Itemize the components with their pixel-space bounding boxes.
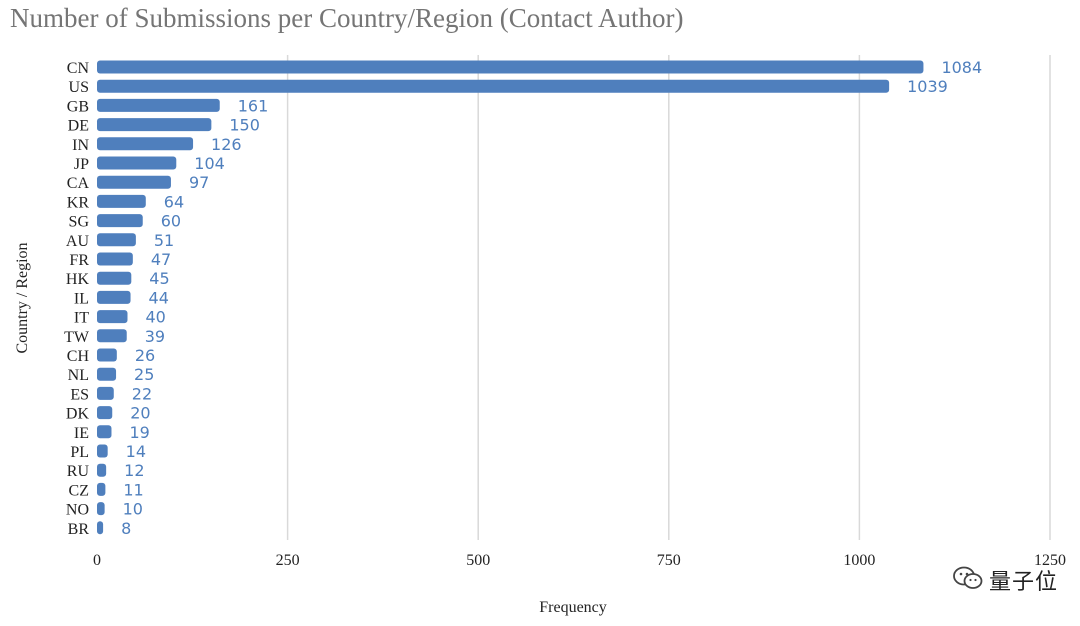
category-label-ch: CH xyxy=(67,348,90,365)
category-label-cz: CZ xyxy=(69,482,89,499)
data-label-gb: 161 xyxy=(238,96,269,115)
data-label-pl: 14 xyxy=(126,442,146,461)
x-axis-title: Frequency xyxy=(539,599,607,616)
bar-jp xyxy=(97,156,177,170)
category-label-hk: HK xyxy=(66,271,90,288)
bar-in xyxy=(97,137,194,151)
data-label-us: 1039 xyxy=(907,77,948,96)
bar-dk xyxy=(97,406,113,420)
chart-title: Number of Submissions per Country/Region… xyxy=(10,3,683,33)
data-label-il: 44 xyxy=(149,288,169,307)
gridlines xyxy=(286,55,1051,540)
data-label-de: 150 xyxy=(229,116,260,135)
x-tick-label: 0 xyxy=(93,552,101,569)
category-label-es: ES xyxy=(70,386,89,403)
y-axis-category-labels: CN US GB DE IN JP CA KR SG AU FR HK IL IT TW CH NL ES DK IE… xyxy=(64,60,90,538)
data-label-sg: 60 xyxy=(161,212,181,231)
category-label-kr: KR xyxy=(67,194,90,211)
bar-no xyxy=(97,502,105,516)
data-label-kr: 64 xyxy=(164,192,184,211)
bar-de xyxy=(97,118,212,132)
category-label-fr: FR xyxy=(69,252,89,269)
data-label-no: 10 xyxy=(123,500,143,519)
bar-sg xyxy=(97,214,143,228)
category-label-br: BR xyxy=(68,521,90,538)
bars xyxy=(97,60,924,535)
category-label-sg: SG xyxy=(69,214,90,231)
category-label-pl: PL xyxy=(70,444,89,461)
data-label-br: 8 xyxy=(121,519,131,538)
bar-tw xyxy=(97,329,127,343)
data-label-hk: 45 xyxy=(149,269,169,288)
category-label-dk: DK xyxy=(66,406,90,423)
data-label-ru: 12 xyxy=(124,461,144,480)
bar-pl xyxy=(97,444,108,458)
data-label-ch: 26 xyxy=(135,346,155,365)
x-tick-label: 1000 xyxy=(843,552,875,569)
category-label-il: IL xyxy=(74,290,89,307)
bar-cn xyxy=(97,60,924,74)
category-label-de: DE xyxy=(68,118,89,135)
wechat-icon xyxy=(953,565,983,596)
x-tick-label: 1250 xyxy=(1034,552,1066,569)
data-label-in: 126 xyxy=(211,135,242,154)
category-label-ca: CA xyxy=(67,175,90,192)
category-label-ie: IE xyxy=(74,425,89,442)
x-tick-label: 250 xyxy=(276,552,300,569)
bar-ch xyxy=(97,348,117,362)
category-label-it: IT xyxy=(74,310,89,327)
data-label-ie: 19 xyxy=(129,423,149,442)
category-label-jp: JP xyxy=(74,156,89,173)
x-tick-label: 750 xyxy=(657,552,681,569)
watermark: 量子位 xyxy=(953,564,1058,596)
bar-au xyxy=(97,233,136,247)
category-label-au: AU xyxy=(66,233,90,250)
x-axis-tick-labels: 0 250 500 750 1000 1250 xyxy=(93,552,1066,569)
category-label-in: IN xyxy=(72,137,89,154)
x-tick-label: 500 xyxy=(466,552,490,569)
category-label-gb: GB xyxy=(67,98,89,115)
data-label-au: 51 xyxy=(154,231,174,250)
watermark-text: 量子位 xyxy=(988,570,1058,595)
bar-es xyxy=(97,386,114,400)
category-label-cn: CN xyxy=(67,60,90,77)
bar-ca xyxy=(97,175,171,189)
bar-gb xyxy=(97,98,220,112)
data-label-dk: 20 xyxy=(130,404,150,423)
category-label-tw: TW xyxy=(64,329,90,346)
category-label-no: NO xyxy=(66,502,89,519)
category-label-ru: RU xyxy=(67,463,90,480)
category-label-nl: NL xyxy=(68,367,89,384)
bar-kr xyxy=(97,194,146,208)
bar-ru xyxy=(97,463,107,477)
bar-fr xyxy=(97,252,133,266)
y-axis-title: Country / Region xyxy=(14,242,31,353)
bar-cz xyxy=(97,482,106,496)
category-label-us: US xyxy=(69,79,89,96)
data-label-es: 22 xyxy=(132,384,152,403)
bar-us xyxy=(97,79,890,93)
bar-il xyxy=(97,290,131,304)
bar-hk xyxy=(97,271,132,285)
data-label-fr: 47 xyxy=(151,250,171,269)
bar-it xyxy=(97,310,128,324)
data-label-jp: 104 xyxy=(194,154,225,173)
data-label-nl: 25 xyxy=(134,365,154,384)
data-label-cz: 11 xyxy=(123,480,143,499)
bar-br xyxy=(97,521,104,535)
data-label-ca: 97 xyxy=(189,173,209,192)
bar-nl xyxy=(97,367,117,381)
bar-ie xyxy=(97,425,112,439)
data-label-it: 40 xyxy=(145,308,165,327)
data-label-tw: 39 xyxy=(145,327,165,346)
data-label-cn: 1084 xyxy=(941,58,982,77)
